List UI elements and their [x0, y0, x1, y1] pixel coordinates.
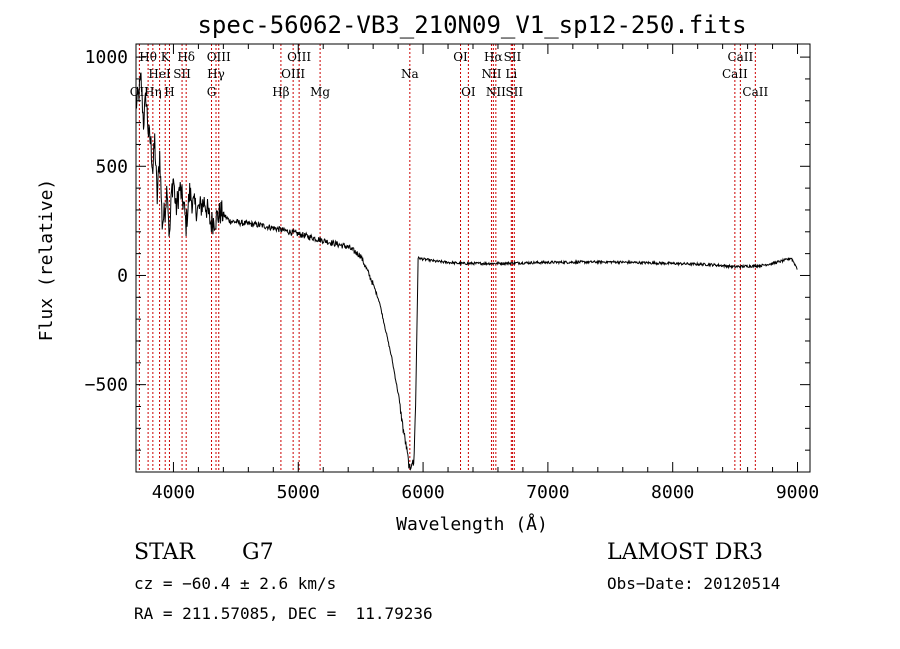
- object-class: STAR: [134, 540, 195, 565]
- spectral-line-label: OIII: [207, 50, 231, 64]
- x-tick-label: 5000: [277, 482, 320, 503]
- spectral-line-label: CaII: [727, 50, 753, 64]
- spectral-line-label: SII: [173, 67, 191, 81]
- y-axis: −500 0 500 1000: [85, 47, 810, 451]
- y-axis-label: Flux (relative): [36, 179, 57, 342]
- y-tick-label: 1000: [85, 47, 128, 68]
- spectral-line-label: Mg: [310, 85, 330, 99]
- spectral-line-label: HeI: [148, 67, 171, 81]
- spectral-line-label: Hθ: [139, 50, 157, 64]
- spectral-line-markers: [138, 44, 756, 472]
- plot-frame: [135, 43, 811, 473]
- spectral-line-label: NII: [486, 85, 506, 99]
- x-axis-label: Wavelength (Å): [396, 513, 548, 535]
- spectral-line-label: Hβ: [272, 85, 289, 99]
- x-tick-label: 6000: [401, 482, 444, 503]
- x-tick-label: 8000: [651, 482, 694, 503]
- spectral-line-label: Hη: [144, 85, 162, 99]
- spectral-line-label: OIII: [287, 50, 311, 64]
- object-subclass: G7: [242, 540, 274, 565]
- spectral-line-label: OI: [453, 50, 468, 64]
- spectral-line-label: OI: [461, 85, 476, 99]
- spectral-line-label: Hγ: [207, 67, 225, 81]
- y-tick-label: 0: [117, 265, 128, 286]
- x-tick-label: 7000: [526, 482, 569, 503]
- spectral-line-label: G: [207, 85, 217, 99]
- spectral-line-label: NII: [481, 67, 501, 81]
- x-tick-label: 9000: [776, 482, 819, 503]
- chart-title: spec-56062-VB3_210N09_V1_sp12-250.fits: [197, 11, 746, 39]
- spectral-line-label: Hα: [484, 50, 503, 64]
- y-tick-label: −500: [85, 375, 128, 396]
- spectral-line-label: SII: [505, 85, 523, 99]
- spectral-line-label: Hδ: [177, 50, 195, 64]
- spectral-line-label: Li: [505, 67, 517, 81]
- spectral-line-label: OIII: [281, 67, 305, 81]
- x-tick-label: 4000: [152, 482, 195, 503]
- x-axis: 4000 5000 6000 7000 8000 9000: [152, 44, 819, 503]
- spectral-line-label: SII: [504, 50, 522, 64]
- spectral-line-label: CaII: [742, 85, 768, 99]
- survey-name: LAMOST DR3: [607, 540, 763, 565]
- spectrum-line: [135, 72, 798, 471]
- spectral-line-label: CaII: [722, 67, 748, 81]
- spectral-line-label: H: [164, 85, 174, 99]
- y-tick-label: 500: [95, 156, 128, 177]
- coordinates: RA = 211.57085, DEC = 11.79236: [134, 604, 433, 623]
- obs-date: Obs−Date: 20120514: [607, 574, 781, 593]
- spectral-line-label: Na: [401, 67, 419, 81]
- velocity-readout: cz = −60.4 ± 2.6 km/s: [134, 574, 337, 593]
- spectral-line-labels: OIIHθHηHeIKHSIIHδGHγOIIIHβOIIIOIIIMgNaOI…: [130, 50, 769, 99]
- spectral-line-label: K: [161, 50, 171, 64]
